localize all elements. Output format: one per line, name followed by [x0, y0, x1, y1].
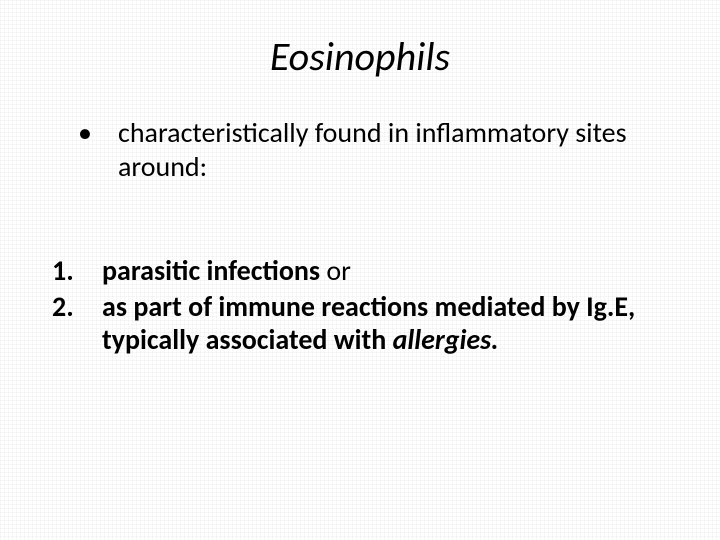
item-number: 1. — [52, 254, 102, 288]
item-bold-main: as part of immune reactions mediated by … — [102, 289, 635, 358]
bullet-list: • characteristically found in inflammato… — [78, 116, 650, 183]
numbered-item-2: 2. as part of immune reactions mediated … — [52, 290, 680, 357]
item-rest: or — [326, 253, 351, 288]
item-text: parasitic infections or — [102, 254, 680, 288]
item-text: as part of immune reactions mediated by … — [102, 290, 680, 357]
slide-title: Eosinophils — [0, 32, 720, 81]
numbered-list: 1. parasitic infections or 2. as part of… — [52, 254, 680, 359]
bullet-text: characteristically found in inflammatory… — [118, 116, 650, 183]
bullet-item: • characteristically found in inflammato… — [78, 116, 650, 183]
numbered-item-1: 1. parasitic infections or — [52, 254, 680, 288]
item-bold-prefix: parasitic infections — [102, 253, 326, 288]
item-bold-italic: allergies. — [393, 322, 499, 357]
bullet-marker: • — [78, 116, 118, 183]
item-number: 2. — [52, 290, 102, 357]
